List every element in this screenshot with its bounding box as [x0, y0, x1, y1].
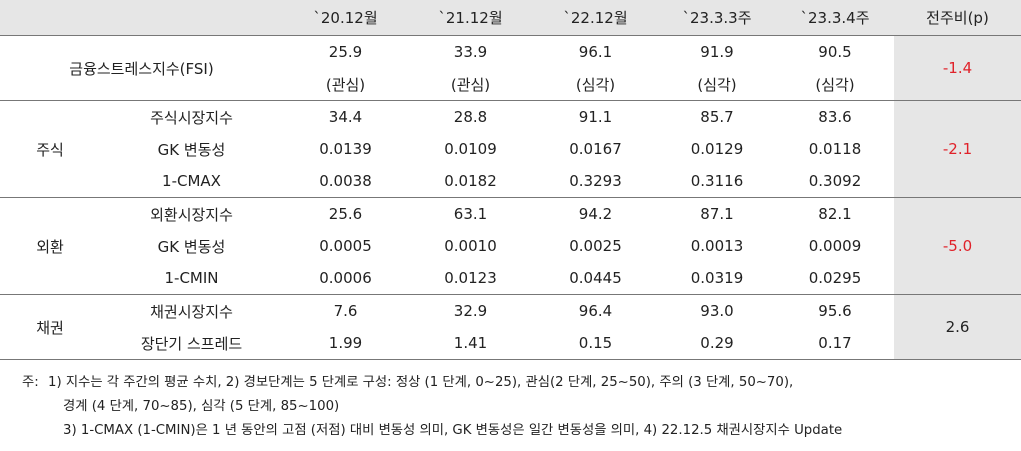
header-period-4: `23.3.3주: [658, 0, 776, 36]
stock-change: -2.1: [894, 100, 1021, 198]
row-label: 장단기 스프레드: [100, 327, 283, 360]
fsi-table: `20.12월 `21.12월 `22.12월 `23.3.3주 `23.3.4…: [0, 0, 1021, 360]
table-cell: 0.17: [776, 327, 894, 360]
table-cell: 0.0006: [283, 262, 408, 295]
table-cell: 85.7: [700, 108, 734, 126]
table-cell: 0.0009: [808, 237, 862, 255]
fsi-value: 25.9: [328, 43, 363, 61]
table-row: 외환 외환시장지수 25.6 63.1 94.2 87.1 82.1 -5.0: [0, 197, 1021, 295]
stock-group-label: 주식: [0, 100, 100, 198]
header-blank: [0, 0, 283, 36]
fsi-status: (관심): [283, 68, 408, 101]
row-label: 1-CMAX: [100, 165, 283, 198]
fsi-status: (심각): [533, 68, 658, 101]
table-cell: 0.0167: [569, 140, 622, 158]
row-label: GK 변동성: [157, 237, 226, 256]
table-row: GK 변동성 0.0005 0.0010 0.0025 0.0013 0.000…: [0, 230, 1021, 262]
fx-change: -5.0: [894, 197, 1021, 295]
table-cell: 28.8: [453, 108, 488, 126]
table-cell: 91.1: [578, 108, 613, 126]
footnote-line-3: 3) 1-CMAX (1-CMIN)은 1 년 동안의 고점 (저점) 대비 변…: [63, 423, 843, 438]
table-row: (관심) (관심) (심각) (심각) (심각): [0, 68, 1021, 101]
header-period-5: `23.3.4주: [776, 0, 894, 36]
fsi-value: 91.9: [700, 43, 734, 61]
table-cell: 25.6: [328, 205, 363, 223]
row-label: 외환시장지수: [150, 205, 233, 224]
fsi-status: (심각): [776, 68, 894, 101]
fsi-change: -1.4: [894, 35, 1021, 101]
fx-group-label: 외환: [0, 197, 100, 295]
table-cell: 7.6: [333, 302, 358, 320]
table-cell: 0.0182: [408, 165, 533, 198]
table-row: 장단기 스프레드 1.99 1.41 0.15 0.29 0.17: [0, 327, 1021, 360]
table-cell: 0.0013: [690, 237, 744, 255]
bond-group-label: 채권: [0, 294, 100, 360]
fsi-status: (심각): [658, 68, 776, 101]
fsi-value: 96.1: [578, 43, 613, 61]
row-label: GK 변동성: [157, 140, 226, 159]
fsi-value: 90.5: [818, 43, 852, 61]
table-cell: 0.15: [533, 327, 658, 360]
table-cell: 0.0139: [319, 140, 372, 158]
row-label: 1-CMIN: [100, 262, 283, 295]
table-cell: 0.0005: [319, 237, 372, 255]
table-cell: 87.1: [700, 205, 734, 223]
table-cell: 93.0: [700, 302, 734, 320]
header-period-3: `22.12월: [533, 0, 658, 36]
table-cell: 83.6: [818, 108, 852, 126]
footnote-line-1: 1) 지수는 각 주간의 평균 수치, 2) 경보단계는 5 단계로 구성: 정…: [48, 375, 794, 390]
table-cell: 0.0109: [444, 140, 497, 158]
table-cell: 82.1: [818, 205, 852, 223]
table-cell: 94.2: [578, 205, 613, 223]
table-cell: 1.99: [283, 327, 408, 360]
table-cell: 34.4: [328, 108, 363, 126]
table-cell: 0.0129: [690, 140, 744, 158]
table-cell: 0.29: [658, 327, 776, 360]
table-cell: 0.0445: [533, 262, 658, 295]
table-row: GK 변동성 0.0139 0.0109 0.0167 0.0129 0.011…: [0, 133, 1021, 165]
footnote-line-2: 경계 (4 단계, 70~85), 심각 (5 단계, 85~100): [63, 399, 340, 414]
table-cell: 63.1: [453, 205, 488, 223]
fsi-label: 금융스트레스지수(FSI): [0, 35, 283, 101]
table-cell: 32.9: [453, 302, 488, 320]
table-cell: 96.4: [578, 302, 613, 320]
header-period-1: `20.12월: [283, 0, 408, 36]
fsi-status: (관심): [408, 68, 533, 101]
table-cell: 0.3092: [776, 165, 894, 198]
row-label: 주식시장지수: [150, 108, 233, 127]
table-cell: 0.0025: [569, 237, 622, 255]
table-cell: 0.0123: [408, 262, 533, 295]
table-row: 주식 주식시장지수 34.4 28.8 91.1 85.7 83.6 -2.1: [0, 100, 1021, 198]
footnote: 주: 1) 지수는 각 주간의 평균 수치, 2) 경보단계는 5 단계로 구성…: [0, 371, 1015, 443]
table-cell: 0.0319: [658, 262, 776, 295]
fsi-value: 33.9: [453, 43, 488, 61]
table-row: 1-CMIN 0.0006 0.0123 0.0445 0.0319 0.029…: [0, 262, 1021, 295]
table-cell: 0.0118: [808, 140, 862, 158]
footnote-prefix: 주:: [22, 375, 39, 390]
table-cell: 0.3293: [533, 165, 658, 198]
table-row: 채권 채권시장지수 7.6 32.9 96.4 93.0 95.6 2.6: [0, 294, 1021, 360]
header-change: 전주비(p): [894, 0, 1021, 36]
table-cell: 0.0038: [283, 165, 408, 198]
table-row: 금융스트레스지수(FSI) 25.9 33.9 96.1 91.9 90.5 -…: [0, 35, 1021, 101]
table-cell: 0.0295: [776, 262, 894, 295]
table-cell: 1.41: [408, 327, 533, 360]
table-cell: 0.3116: [658, 165, 776, 198]
header-period-2: `21.12월: [408, 0, 533, 36]
table-cell: 0.0010: [444, 237, 497, 255]
table-row: 1-CMAX 0.0038 0.0182 0.3293 0.3116 0.309…: [0, 165, 1021, 198]
table-cell: 95.6: [818, 302, 852, 320]
row-label: 채권시장지수: [150, 302, 233, 321]
bond-change: 2.6: [894, 294, 1021, 360]
header-row: `20.12월 `21.12월 `22.12월 `23.3.3주 `23.3.4…: [0, 0, 1021, 36]
